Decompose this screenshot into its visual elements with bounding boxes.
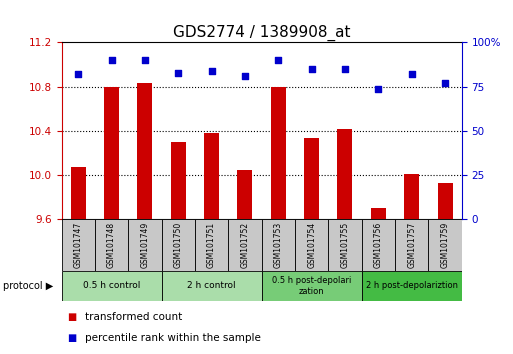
Bar <box>271 87 286 219</box>
Bar <box>195 219 228 271</box>
Bar <box>95 219 128 271</box>
Text: GSM101755: GSM101755 <box>341 222 349 268</box>
Text: protocol ▶: protocol ▶ <box>3 281 53 291</box>
Bar <box>371 209 386 219</box>
Text: GSM101749: GSM101749 <box>141 222 149 268</box>
Text: GSM101748: GSM101748 <box>107 222 116 268</box>
Text: GSM101756: GSM101756 <box>374 222 383 268</box>
Bar <box>262 271 362 301</box>
Point <box>274 57 282 63</box>
Text: ■: ■ <box>67 312 76 322</box>
Point <box>207 68 215 74</box>
Bar <box>404 174 419 219</box>
Point <box>374 86 382 91</box>
Bar <box>362 271 462 301</box>
Bar <box>162 219 195 271</box>
Bar <box>238 170 252 219</box>
Point <box>141 57 149 63</box>
Bar <box>304 138 319 219</box>
Bar <box>428 219 462 271</box>
Bar <box>228 219 262 271</box>
Bar <box>62 271 162 301</box>
Bar <box>262 219 295 271</box>
Bar <box>328 219 362 271</box>
Text: percentile rank within the sample: percentile rank within the sample <box>85 333 261 343</box>
Text: GSM101753: GSM101753 <box>274 222 283 268</box>
Text: GSM101759: GSM101759 <box>441 222 449 268</box>
Bar <box>62 219 95 271</box>
Bar <box>204 133 219 219</box>
Point <box>74 72 82 77</box>
Bar <box>362 219 395 271</box>
Bar <box>137 84 152 219</box>
Bar <box>162 271 262 301</box>
Bar <box>438 183 452 219</box>
Text: GSM101752: GSM101752 <box>241 222 249 268</box>
Bar <box>395 219 428 271</box>
Text: GSM101750: GSM101750 <box>174 222 183 268</box>
Bar <box>338 129 352 219</box>
Bar <box>104 87 119 219</box>
Point <box>407 72 416 77</box>
Point <box>441 80 449 86</box>
Text: GSM101751: GSM101751 <box>207 222 216 268</box>
Text: transformed count: transformed count <box>85 312 182 322</box>
Bar <box>128 219 162 271</box>
Text: 2 h control: 2 h control <box>187 281 236 290</box>
Point <box>241 73 249 79</box>
Text: ■: ■ <box>67 333 76 343</box>
Bar <box>171 142 186 219</box>
Text: GSM101757: GSM101757 <box>407 222 416 268</box>
Point <box>307 66 315 72</box>
Text: 0.5 h post-depolari
zation: 0.5 h post-depolari zation <box>272 276 351 296</box>
Point <box>341 66 349 72</box>
Bar <box>295 219 328 271</box>
Text: 2 h post-depolariztion: 2 h post-depolariztion <box>366 281 458 290</box>
Bar <box>71 167 86 219</box>
Point <box>174 70 182 75</box>
Point <box>107 57 115 63</box>
Title: GDS2774 / 1389908_at: GDS2774 / 1389908_at <box>173 25 350 41</box>
Text: GSM101747: GSM101747 <box>74 222 83 268</box>
Text: GSM101754: GSM101754 <box>307 222 316 268</box>
Text: 0.5 h control: 0.5 h control <box>83 281 140 290</box>
